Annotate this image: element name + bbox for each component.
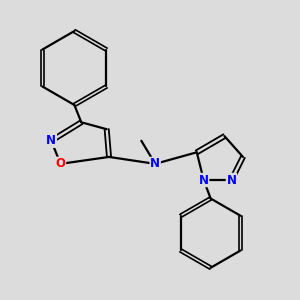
Text: O: O [56,158,65,170]
Text: N: N [199,173,209,187]
Text: N: N [46,134,56,147]
Text: N: N [226,173,236,187]
Text: N: N [150,158,160,170]
